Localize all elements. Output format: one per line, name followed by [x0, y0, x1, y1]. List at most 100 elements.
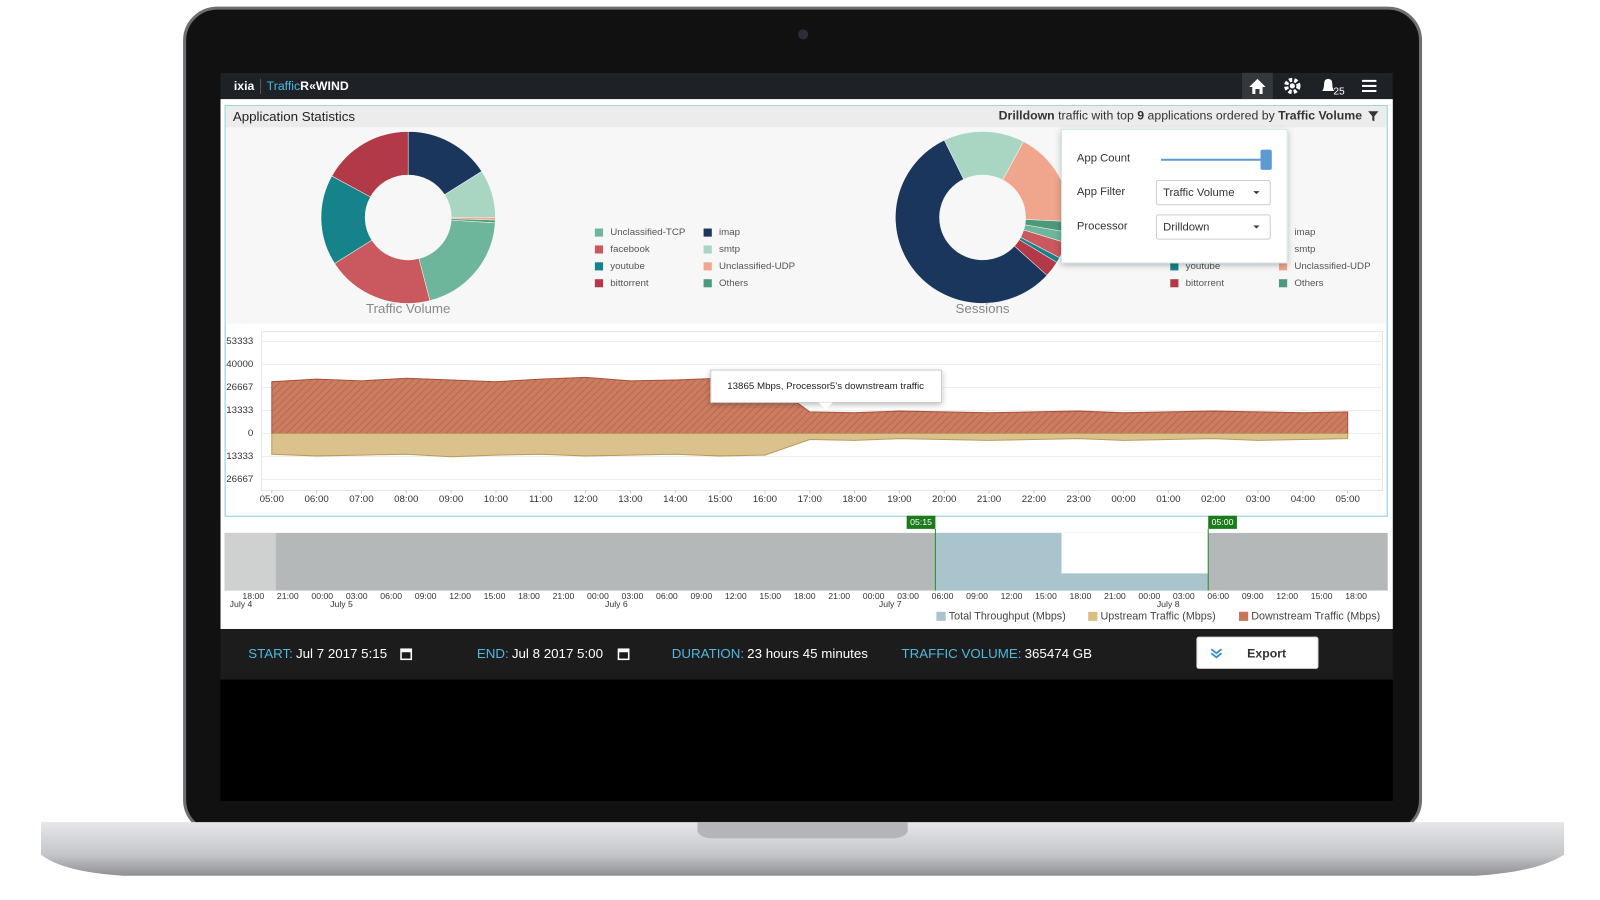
home-icon [1249, 78, 1266, 95]
processor-select[interactable] [1155, 214, 1271, 240]
overview-x-label: 21:00 [828, 591, 850, 601]
footer-value: Jul 7 2017 5:15 [296, 646, 387, 661]
legend-swatch [703, 245, 712, 254]
settings-icon-center [1289, 83, 1295, 89]
overview-date: July 7 [879, 599, 902, 609]
footer-item: START: Jul 7 2017 5:15 [248, 646, 387, 661]
overview-date: July 5 [330, 599, 353, 609]
x-tick-label: 15:00 [708, 494, 732, 505]
overview-x-label: 21:00 [553, 591, 575, 601]
y-tick-label: 53333 [226, 336, 253, 347]
x-tick-label: 21:00 [977, 494, 1001, 505]
x-tick-label: 12:00 [573, 494, 597, 505]
end-marker-box [1208, 515, 1237, 529]
overview-x-label: 18:00 [1345, 591, 1367, 601]
legend-swatch [1170, 279, 1179, 288]
legend-swatch [1278, 262, 1288, 271]
overview-x-label: 06:00 [932, 591, 954, 601]
filter-icon[interactable] [1368, 111, 1379, 122]
legend-swatch [703, 262, 712, 271]
legend-label: Unclassified-UDP [719, 261, 795, 272]
legend-swatch [703, 279, 712, 288]
start-marker-box [906, 515, 936, 529]
overview-x-label: 15:00 [1035, 591, 1057, 601]
top-bar [220, 72, 1393, 100]
donut-title: Traffic Volume [366, 301, 450, 316]
x-tick-label: 23:00 [1067, 494, 1091, 505]
x-tick-label: 08:00 [394, 494, 418, 505]
end-marker: 05:00 [1212, 517, 1234, 527]
panel-header [225, 106, 1387, 128]
overview-x-label: 12:00 [449, 591, 471, 601]
app-filter-select[interactable] [1155, 180, 1271, 206]
base-notch [697, 822, 908, 839]
overview-x-label: 18:00 [242, 591, 264, 601]
x-tick-label: 22:00 [1022, 494, 1046, 505]
x-tick-label: 18:00 [842, 494, 866, 505]
legend-label: facebook [610, 244, 650, 255]
caret [1253, 191, 1260, 195]
settings-icon[interactable] [1284, 77, 1301, 95]
laptop-base [41, 822, 1565, 876]
heading-part: traffic with top [1055, 109, 1138, 123]
slider-handle[interactable] [1260, 149, 1272, 170]
footer-label: DURATION: [672, 646, 744, 661]
overview-x-label: 21:00 [1104, 591, 1126, 601]
legend-label: smtp [719, 244, 740, 255]
y-tick-label: 40000 [226, 359, 253, 370]
x-tick-label: 05:00 [260, 494, 284, 505]
legend-label: Upstream Traffic (Mbps) [1101, 611, 1216, 623]
tooltip-pointer [818, 402, 833, 410]
legend-label: youtube [610, 261, 645, 272]
overview-x-label: 09:00 [690, 591, 712, 601]
product-bold: R«WIND [300, 79, 349, 93]
overview-x-label: 00:00 [587, 591, 609, 601]
overview-date: July 8 [1157, 599, 1180, 609]
legend-label: imap [1294, 227, 1315, 238]
legend-label: Unclassified-UDP [1294, 261, 1370, 272]
overview-x-label: 00:00 [1138, 591, 1160, 601]
popover: App Count App Filter Traffic Volume Proc… [1061, 128, 1288, 264]
legend-label: bittorrent [610, 278, 649, 289]
app-filter-value: Traffic Volume [1163, 187, 1234, 199]
legend-label: Others [1294, 278, 1323, 289]
overview-date: July 4 [230, 599, 253, 609]
calendar-icon-top [401, 649, 412, 653]
camera [797, 29, 809, 40]
export-button[interactable] [1196, 636, 1319, 669]
overview-x-label: 06:00 [656, 591, 678, 601]
footer-item: END: Jul 8 2017 5:00 [477, 646, 603, 661]
donut-slice [334, 239, 431, 304]
x-tick-label: 11:00 [529, 494, 553, 505]
bell-icon[interactable] [1322, 78, 1335, 92]
overview-x-label: 03:00 [346, 591, 368, 601]
overview-x-label: 09:00 [1242, 591, 1264, 601]
footer-value: 23 hours 45 minutes [747, 646, 868, 661]
legend-swatch [1170, 262, 1179, 271]
overview-x-label: 09:00 [415, 591, 437, 601]
legend-label: imap [719, 227, 740, 238]
overview-plot [224, 532, 1388, 591]
footer-value: Jul 8 2017 5:00 [512, 646, 603, 661]
y-tick-label: 13333 [226, 451, 253, 462]
overview-x-label: 12:00 [725, 591, 747, 601]
footer-item: TRAFFIC VOLUME: 365474 GB [902, 646, 1093, 661]
x-tick-label: 00:00 [1111, 494, 1135, 505]
overview-date: July 6 [605, 599, 628, 609]
x-tick-label: 07:00 [349, 494, 373, 505]
plot-frame [261, 331, 1384, 491]
overview-x-label: 06:00 [380, 591, 402, 601]
legend-label: youtube [1186, 261, 1221, 272]
overview-x-label: 18:00 [794, 591, 816, 601]
legend-swatch [594, 279, 604, 288]
footer-label: END: [477, 646, 509, 661]
overview-x-label: 21:00 [277, 591, 299, 601]
legend-label: bittorrent [1186, 278, 1225, 289]
export-icon [1210, 648, 1223, 659]
menu-icon[interactable] [1362, 79, 1377, 93]
y-tick-label: 26667 [226, 382, 253, 393]
legend-swatch [1278, 279, 1288, 288]
legend-label: Others [719, 278, 748, 289]
footer-label: START: [248, 646, 293, 661]
